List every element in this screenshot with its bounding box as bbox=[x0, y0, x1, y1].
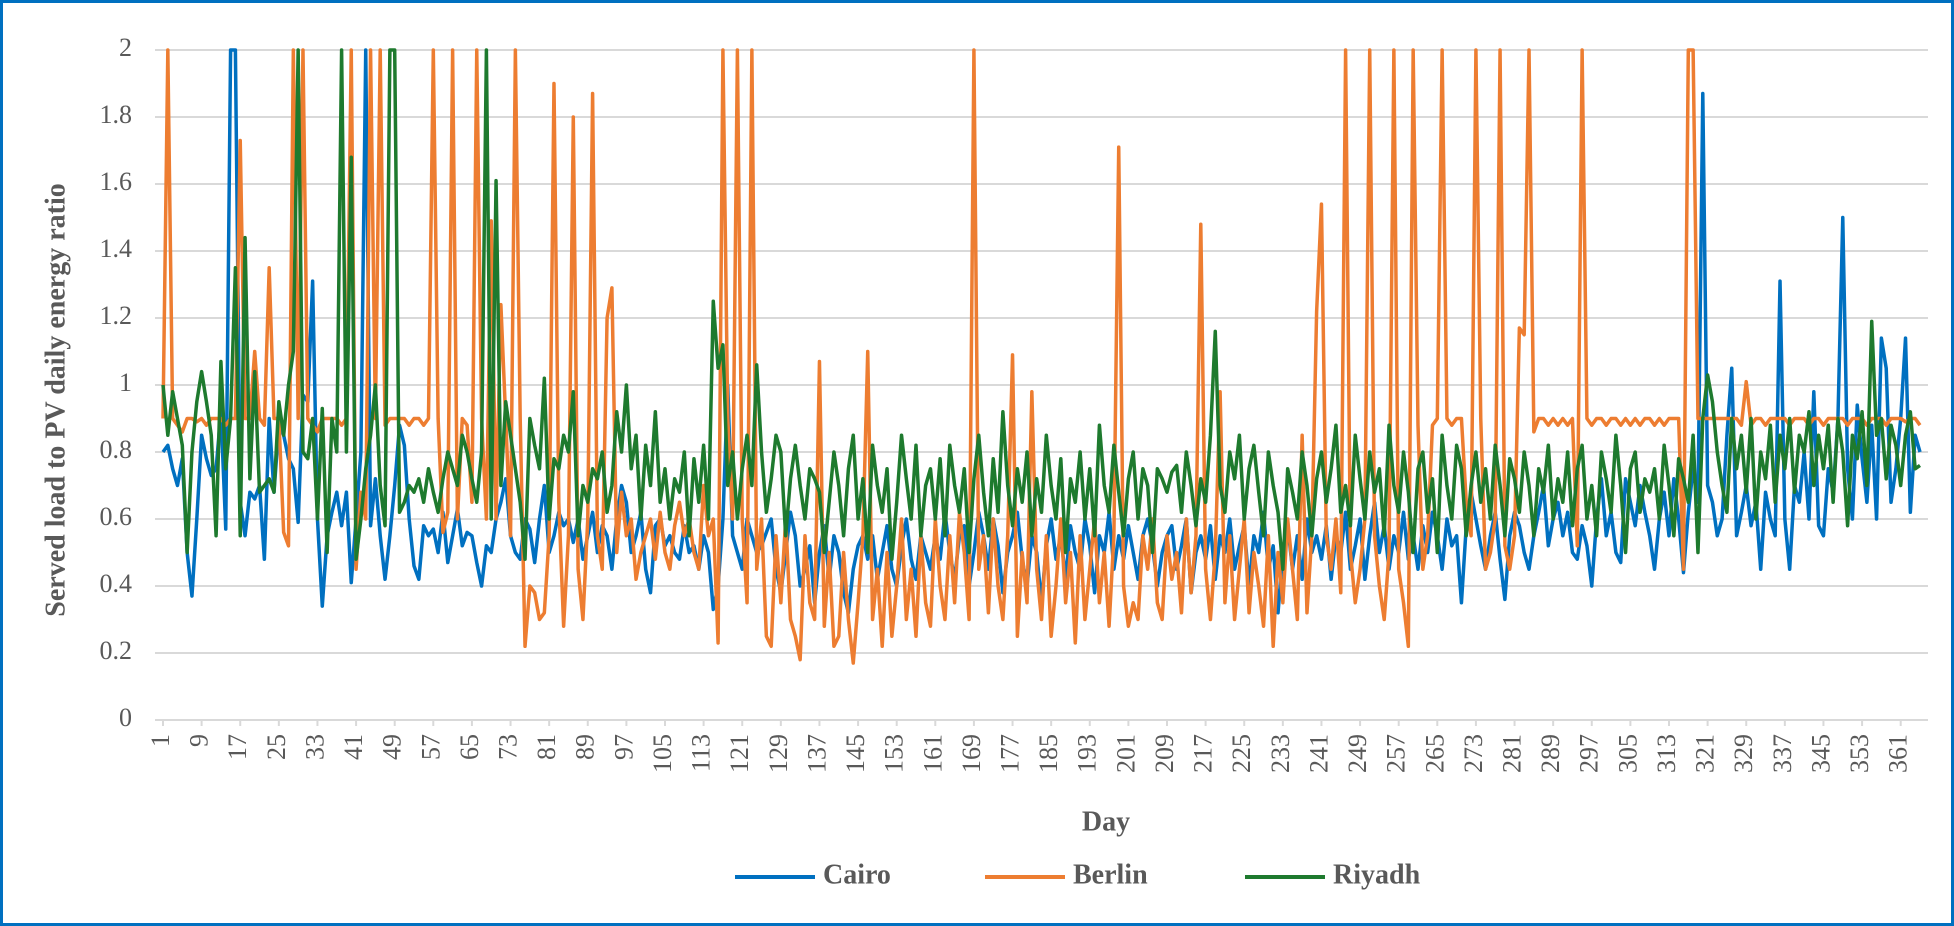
x-tick-label: 209 bbox=[1150, 734, 1179, 773]
legend: Cairo Berlin Riyadh bbox=[735, 859, 1421, 890]
x-tick-label: 177 bbox=[996, 734, 1025, 773]
x-tick-label: 217 bbox=[1189, 734, 1218, 773]
legend-label: Cairo bbox=[823, 859, 891, 890]
x-tick-label: 105 bbox=[648, 734, 677, 773]
x-tick-label: 289 bbox=[1536, 734, 1565, 773]
legend-label: Riyadh bbox=[1333, 859, 1421, 890]
y-tick-label: 2 bbox=[119, 33, 132, 62]
x-tick-label: 313 bbox=[1652, 734, 1681, 773]
x-tick-label: 17 bbox=[223, 734, 252, 760]
x-tick-label: 257 bbox=[1382, 734, 1411, 773]
x-tick-label: 41 bbox=[339, 734, 368, 760]
plot-area bbox=[161, 48, 1922, 665]
x-tick-label: 153 bbox=[880, 734, 909, 773]
x-tick-label: 233 bbox=[1266, 734, 1295, 773]
x-tick-label: 337 bbox=[1768, 734, 1797, 773]
y-tick-label: 0.4 bbox=[100, 569, 133, 598]
x-tick-label: 169 bbox=[957, 734, 986, 773]
x-tick-label: 361 bbox=[1884, 734, 1913, 773]
x-tick-label: 113 bbox=[687, 734, 716, 772]
y-tick-label: 1 bbox=[119, 368, 132, 397]
x-tick-label: 273 bbox=[1459, 734, 1488, 773]
y-tick-label: 0 bbox=[119, 703, 132, 732]
x-tick-label: 241 bbox=[1304, 734, 1333, 773]
x-tick-label: 9 bbox=[185, 734, 214, 747]
x-tick-label: 345 bbox=[1806, 734, 1835, 773]
y-tick-label: 1.8 bbox=[100, 100, 133, 129]
x-tick-label: 193 bbox=[1073, 734, 1102, 773]
x-tick-label: 121 bbox=[725, 734, 754, 773]
x-tick-label: 49 bbox=[378, 734, 407, 760]
x-tick-label: 97 bbox=[609, 734, 638, 760]
x-tick-label: 329 bbox=[1729, 734, 1758, 773]
x-tick-label: 161 bbox=[918, 734, 947, 773]
x-tick-label: 137 bbox=[802, 734, 831, 773]
x-tick-label: 33 bbox=[300, 734, 329, 760]
y-tick-label: 1.2 bbox=[100, 301, 133, 330]
x-tick-label: 321 bbox=[1691, 734, 1720, 773]
x-tick-label: 81 bbox=[532, 734, 561, 760]
series-line bbox=[161, 48, 1921, 571]
series-line bbox=[161, 48, 1922, 665]
x-tick-label: 1 bbox=[146, 734, 175, 747]
x-tick-label: 265 bbox=[1420, 734, 1449, 773]
x-tick-label: 201 bbox=[1111, 734, 1140, 773]
y-axis-title: Served load to PV daily energy ratio bbox=[40, 183, 71, 616]
x-tick-label: 297 bbox=[1575, 734, 1604, 773]
x-tick-label: 65 bbox=[455, 734, 484, 760]
x-tick-label: 89 bbox=[571, 734, 600, 760]
legend-label: Berlin bbox=[1073, 859, 1148, 890]
x-axis-title: Day bbox=[1082, 806, 1130, 837]
y-tick-label: 1.4 bbox=[100, 234, 133, 263]
x-tick-label: 25 bbox=[262, 734, 291, 760]
x-tick-label: 145 bbox=[841, 734, 870, 773]
y-tick-label: 0.6 bbox=[100, 502, 133, 531]
y-tick-label: 0.2 bbox=[100, 636, 133, 665]
y-tick-label: 0.8 bbox=[100, 435, 133, 464]
x-tick-label: 249 bbox=[1343, 734, 1372, 773]
x-tick-label: 73 bbox=[494, 734, 523, 760]
x-tick-label: 129 bbox=[764, 734, 793, 773]
y-tick-label: 1.6 bbox=[100, 167, 133, 196]
x-tick-label: 353 bbox=[1845, 734, 1874, 773]
x-tick-label: 57 bbox=[416, 734, 445, 760]
x-tick-label: 185 bbox=[1034, 734, 1063, 773]
x-tick-label: 225 bbox=[1227, 734, 1256, 773]
x-tick-label: 281 bbox=[1498, 734, 1527, 773]
x-tick-label: 305 bbox=[1613, 734, 1642, 773]
